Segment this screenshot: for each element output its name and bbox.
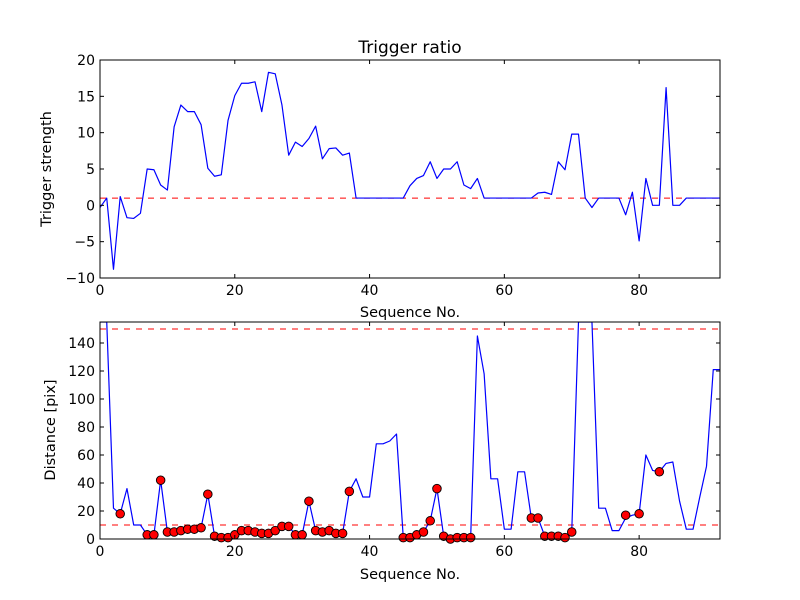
x-tick-label: 60 xyxy=(495,283,513,299)
trigger-ratio-chart: Trigger ratio 0 20 40 60 80 −10 −5 0 5 10 15 20 Se… xyxy=(39,38,721,321)
tick-marks xyxy=(99,322,720,540)
y-tick-label: 10 xyxy=(77,126,95,142)
x-tick-label: 80 xyxy=(630,283,648,299)
x-tick-label: 80 xyxy=(630,544,648,560)
marker-points xyxy=(115,467,665,544)
data-point-marker xyxy=(344,486,355,497)
x-tick-labels: 0 20 40 60 80 xyxy=(96,544,649,560)
y-tick-label: 20 xyxy=(77,504,95,520)
x-tick-label: 0 xyxy=(96,283,105,299)
data-point-marker xyxy=(634,509,644,519)
x-tick-labels: 0 20 40 60 80 xyxy=(96,283,649,299)
y-tick-label: 0 xyxy=(86,198,95,214)
data-point-marker xyxy=(149,530,159,540)
y-tick-label: 100 xyxy=(68,392,95,408)
data-point-marker xyxy=(155,475,166,485)
y-tick-label: 80 xyxy=(77,420,95,436)
data-point-marker xyxy=(620,510,631,520)
series-lines xyxy=(100,71,720,270)
tick-marks xyxy=(99,59,720,279)
y-tick-labels: −10 −5 0 5 10 15 20 xyxy=(65,53,95,287)
y-tick-label: 120 xyxy=(68,364,95,380)
x-tick-label: 0 xyxy=(96,544,105,560)
data-point-marker xyxy=(196,523,206,533)
y-tick-label: 60 xyxy=(77,448,95,464)
y-tick-label: 40 xyxy=(77,476,95,492)
x-tick-label: 40 xyxy=(361,283,379,299)
data-point-marker xyxy=(465,532,476,543)
x-tick-label: 40 xyxy=(361,544,379,560)
data-point-marker xyxy=(297,530,307,540)
data-point-marker xyxy=(203,489,213,499)
data-point-marker xyxy=(337,528,348,539)
y-tick-label: 20 xyxy=(77,53,95,69)
x-tick-label: 60 xyxy=(495,544,513,560)
data-point-marker xyxy=(533,513,543,523)
y-tick-label: 15 xyxy=(77,89,95,105)
distance-chart: 0 20 40 60 80 0 20 40 60 80 100 120 140 Sequence No… xyxy=(43,321,721,583)
data-point-marker xyxy=(566,527,577,537)
data-point-marker xyxy=(115,509,125,519)
data-point-marker xyxy=(418,527,429,537)
data-point-marker xyxy=(283,521,294,532)
x-axis-label: Sequence No. xyxy=(360,567,460,583)
y-tick-label: 5 xyxy=(86,162,95,178)
series-line xyxy=(100,71,720,270)
chart-title: Trigger ratio xyxy=(357,38,461,58)
data-point-marker xyxy=(304,496,314,506)
x-tick-label: 20 xyxy=(226,544,244,560)
plot-frame xyxy=(99,321,721,540)
y-tick-label: 140 xyxy=(68,336,95,352)
y-axis-label: Trigger strength xyxy=(39,111,55,228)
y-tick-labels: 0 20 40 60 80 100 120 140 xyxy=(68,336,95,548)
x-axis-label: Sequence No. xyxy=(360,305,460,321)
y-tick-label: 0 xyxy=(86,532,95,548)
x-tick-label: 20 xyxy=(226,283,244,299)
y-tick-label: −5 xyxy=(74,235,95,251)
data-point-marker xyxy=(654,467,665,477)
data-point-marker xyxy=(432,483,442,494)
data-point-marker xyxy=(270,525,280,536)
y-axis-label: Distance [pix] xyxy=(43,379,59,480)
threshold-lines xyxy=(100,328,720,526)
y-tick-label: −10 xyxy=(65,271,95,287)
data-point-marker xyxy=(425,516,435,526)
data-point-marker xyxy=(560,532,570,543)
